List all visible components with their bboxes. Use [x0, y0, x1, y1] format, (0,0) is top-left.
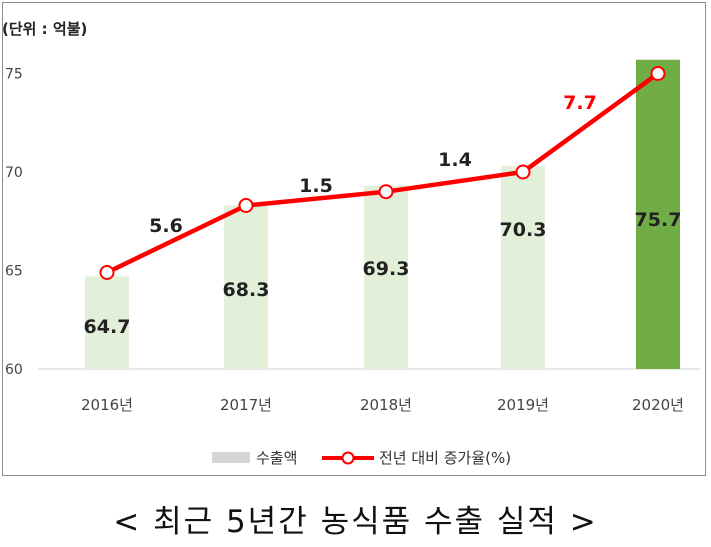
x-tick-label: 2017년 — [220, 396, 272, 414]
y-tick-label: 60 — [5, 362, 23, 378]
x-tick-label: 2018년 — [360, 396, 412, 414]
x-axis: 2016년 2017년 2018년 2019년 2020년 — [81, 396, 684, 414]
bar — [364, 185, 408, 369]
growth-rate-label: 7.7 — [563, 92, 597, 114]
bar-value-label: 64.7 — [84, 316, 131, 338]
bar — [85, 276, 129, 369]
x-tick-label: 2019년 — [497, 396, 549, 414]
bar-value-label: 75.7 — [635, 209, 682, 231]
bar-value-labels: 64.7 68.3 69.3 70.3 75.7 — [84, 209, 682, 338]
bar — [224, 205, 268, 369]
line-marker — [378, 184, 394, 200]
chart: 60 65 70 75 64.7 68.3 69.3 70.3 75.7 5.6 1.5 1.4 7… — [5, 59, 700, 467]
chart-frame — [2, 2, 706, 476]
legend-swatch-marker — [341, 451, 355, 465]
legend: 수출액 전년 대비 증가율(%) — [212, 449, 511, 467]
growth-line-series — [99, 66, 666, 280]
line-marker — [515, 164, 531, 180]
x-tick-label: 2020년 — [632, 396, 684, 414]
bar-value-label: 70.3 — [500, 219, 547, 241]
growth-rate-labels: 5.6 1.5 1.4 7.7 — [149, 92, 597, 237]
bar-series — [85, 59, 680, 370]
y-tick-label: 70 — [5, 165, 23, 181]
x-tick-label: 2016년 — [81, 396, 133, 414]
bar — [636, 59, 680, 370]
unit-label: (단위 : 억불) — [2, 20, 88, 38]
y-axis: 60 65 70 75 — [5, 67, 23, 379]
growth-rate-label: 5.6 — [149, 215, 183, 237]
line-marker — [650, 66, 666, 81]
legend-swatch-bar — [212, 452, 250, 463]
y-tick-label: 65 — [5, 264, 23, 280]
growth-rate-label: 1.5 — [299, 175, 333, 197]
chart-caption: < 최근 5년간 농식품 수출 실적 > — [113, 504, 598, 540]
y-tick-label: 75 — [5, 67, 23, 83]
legend-label-export: 수출액 — [256, 449, 297, 467]
bar-value-label: 69.3 — [363, 258, 410, 280]
line-marker — [238, 197, 254, 213]
legend-label-growth: 전년 대비 증가율(%) — [379, 449, 511, 467]
line-marker — [99, 264, 115, 280]
growth-rate-label: 1.4 — [438, 149, 472, 171]
bar-value-label: 68.3 — [223, 279, 270, 301]
bar — [501, 166, 545, 369]
